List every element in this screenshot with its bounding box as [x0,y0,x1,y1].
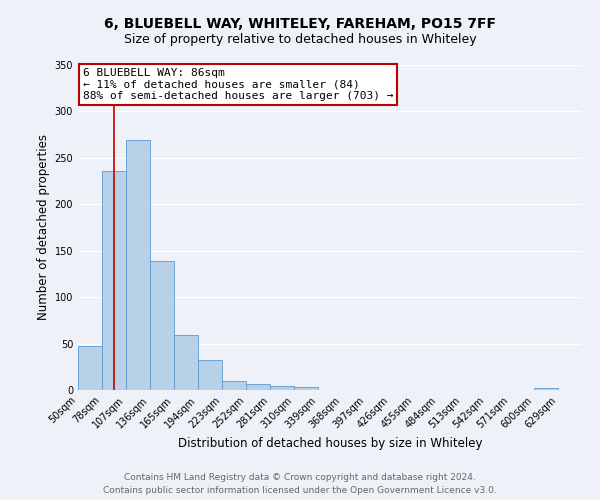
Y-axis label: Number of detached properties: Number of detached properties [37,134,50,320]
Bar [150,261,174,390]
Bar [246,384,270,390]
X-axis label: Distribution of detached houses by size in Whiteley: Distribution of detached houses by size … [178,437,482,450]
Bar [534,388,558,390]
Bar [294,387,318,390]
Bar [222,380,246,390]
Text: 6 BLUEBELL WAY: 86sqm
← 11% of detached houses are smaller (84)
88% of semi-deta: 6 BLUEBELL WAY: 86sqm ← 11% of detached … [83,68,394,102]
Bar [198,360,222,390]
Bar [126,140,150,390]
Bar [78,346,102,390]
Text: Contains HM Land Registry data © Crown copyright and database right 2024.
Contai: Contains HM Land Registry data © Crown c… [103,473,497,495]
Text: Size of property relative to detached houses in Whiteley: Size of property relative to detached ho… [124,32,476,46]
Bar [174,335,198,390]
Bar [270,386,294,390]
Bar [102,171,126,390]
Text: 6, BLUEBELL WAY, WHITELEY, FAREHAM, PO15 7FF: 6, BLUEBELL WAY, WHITELEY, FAREHAM, PO15… [104,18,496,32]
